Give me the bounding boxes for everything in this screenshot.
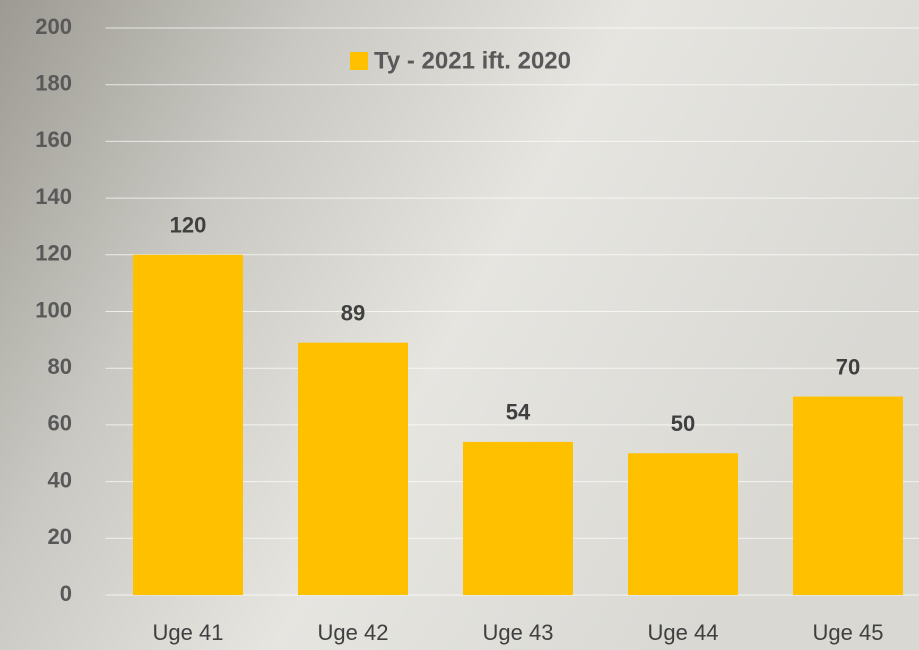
y-tick-label: 200: [35, 14, 72, 39]
y-tick-label: 40: [48, 467, 72, 492]
data-label: 54: [506, 400, 531, 425]
y-tick-label: 140: [35, 184, 72, 209]
y-tick-label: 0: [60, 581, 72, 606]
y-tick-label: 80: [48, 354, 72, 379]
bar: [463, 442, 573, 595]
x-tick-label: Uge 42: [318, 620, 389, 645]
bar: [793, 397, 903, 595]
legend-label: Ty - 2021 ift. 2020: [374, 47, 571, 74]
data-label: 70: [836, 354, 860, 379]
data-label: 120: [170, 213, 207, 238]
y-tick-label: 100: [35, 297, 72, 322]
x-tick-label: Uge 44: [648, 620, 719, 645]
y-tick-label: 120: [35, 241, 72, 266]
y-tick-label: 160: [35, 127, 72, 152]
bar: [298, 343, 408, 595]
y-tick-label: 60: [48, 411, 72, 436]
x-tick-label: Uge 41: [153, 620, 224, 645]
bar: [628, 453, 738, 595]
x-tick-label: Uge 45: [813, 620, 884, 645]
data-label: 50: [671, 411, 695, 436]
x-tick-label: Uge 43: [483, 620, 554, 645]
chart: 0 20 40 60 80 100 120 140 160 180 200 Uge 41 Uge 42 U…: [0, 0, 919, 650]
bar: [133, 255, 243, 595]
y-tick-label: 20: [48, 524, 72, 549]
data-label: 89: [341, 300, 365, 325]
legend-swatch: [350, 52, 368, 70]
y-tick-label: 180: [35, 71, 72, 96]
